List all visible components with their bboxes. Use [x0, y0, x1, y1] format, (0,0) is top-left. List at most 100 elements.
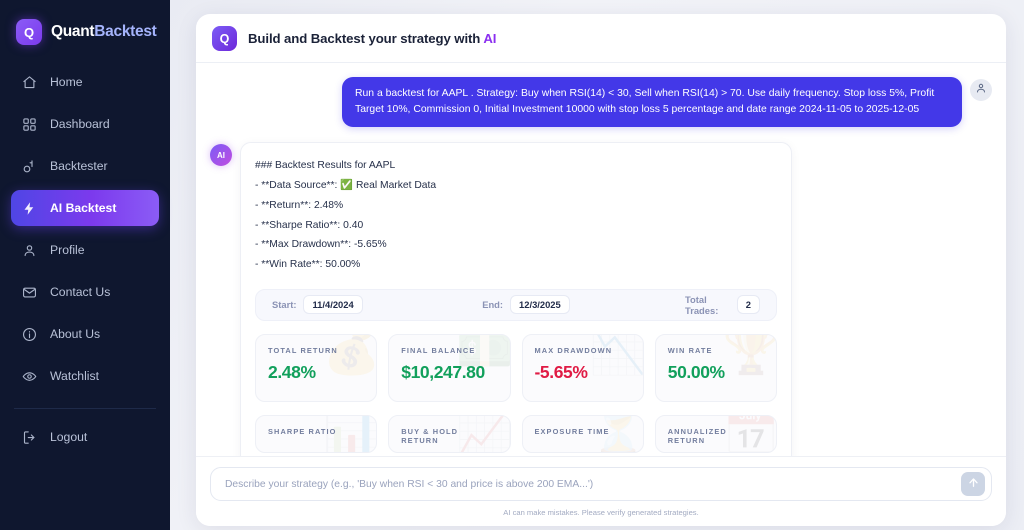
metric-card-buy-hold-return: 📈 BUY & HOLD RETURN	[388, 414, 511, 453]
info-icon	[21, 326, 37, 342]
sidebar-item-home[interactable]: Home	[11, 64, 159, 100]
ai-results-markdown: ### Backtest Results for AAPL - **Data S…	[255, 156, 777, 275]
strategy-input[interactable]	[225, 478, 961, 490]
brand-name: QuantBacktest	[51, 23, 157, 41]
start-date-label: Start:	[272, 299, 297, 311]
metric-label: MAX DRAWDOWN	[534, 345, 613, 355]
metric-label: WIN RATE	[667, 345, 713, 355]
flask-icon	[21, 158, 37, 174]
user-message-row: Run a backtest for AAPL . Strategy: Buy …	[210, 77, 992, 128]
avatar	[970, 79, 992, 101]
sidebar-item-label: Home	[50, 75, 83, 89]
backtest-meta-bar: Start: 11/4/2024 End: 12/3/2025 Total Tr…	[255, 288, 777, 321]
ai-line: ### Backtest Results for AAPL	[255, 160, 396, 172]
panel-header: Q Build and Backtest your strategy with …	[196, 14, 1006, 63]
total-trades-value: 2	[736, 295, 760, 315]
metric-label: BUY & HOLD RETURN	[401, 426, 459, 445]
metric-cards-row-1: 💰 TOTAL RETURN 2.48% 💵 FINAL BALANCE $10…	[255, 333, 777, 402]
total-trades-group: Total Trades: 2	[685, 294, 760, 316]
sidebar-item-ai-backtest[interactable]: AI Backtest	[11, 190, 159, 226]
brand-name-part1: Quant	[51, 23, 95, 40]
metric-value: 2.48%	[268, 361, 316, 382]
sidebar-item-about-us[interactable]: About Us	[11, 316, 159, 352]
page-title: Build and Backtest your strategy with AI	[248, 31, 496, 46]
disclaimer-text: AI can make mistakes. Please verify gene…	[503, 508, 699, 517]
composer: AI can make mistakes. Please verify gene…	[196, 456, 1006, 526]
sidebar-item-contact-us[interactable]: Contact Us	[11, 274, 159, 310]
ai-message-bubble: ### Backtest Results for AAPL - **Data S…	[240, 142, 792, 456]
total-trades-label: Total Trades:	[684, 293, 719, 316]
chat-scroll-area[interactable]: Run a backtest for AAPL . Strategy: Buy …	[196, 63, 1006, 456]
check-icon: ✅	[340, 180, 354, 192]
metric-card-sharpe-ratio: 📊 SHARPE RATIO	[255, 414, 378, 453]
main-content: Q Build and Backtest your strategy with …	[170, 0, 1024, 530]
end-date-group: End: 12/3/2025	[482, 295, 570, 315]
sidebar-item-profile[interactable]: Profile	[11, 232, 159, 268]
start-date-group: Start: 11/4/2024	[272, 295, 363, 315]
metric-value: 50.00%	[667, 361, 725, 382]
sidebar-item-label: AI Backtest	[50, 201, 117, 215]
metric-label: TOTAL RETURN	[268, 345, 338, 355]
sidebar-item-logout[interactable]: Logout	[11, 419, 159, 455]
chart-up-icon: 📈	[456, 414, 511, 453]
ai-line: - **Sharpe Ratio**: 0.40	[255, 219, 364, 231]
arrow-up-icon	[967, 476, 980, 492]
page-title-main: Build and Backtest your strategy with	[248, 31, 484, 46]
grid-icon	[21, 116, 37, 132]
metric-card-total-return: 💰 TOTAL RETURN 2.48%	[255, 333, 378, 402]
ai-line: - **Max Drawdown**: -5.65%	[255, 239, 387, 251]
sidebar-item-label: Contact Us	[50, 285, 111, 299]
metric-value: -5.65%	[534, 361, 588, 382]
metric-card-exposure-time: ⏳ EXPOSURE TIME	[521, 414, 644, 453]
brand-name-part2: Backtest	[94, 23, 157, 40]
metric-label: FINAL BALANCE	[401, 345, 476, 355]
ai-line: - **Data Source**: ✅ Real Market Data	[255, 180, 437, 192]
bar-chart-icon: 📊	[322, 414, 378, 453]
send-button[interactable]	[961, 472, 985, 496]
header-badge: Q	[212, 26, 237, 51]
ai-message-row: AI ### Backtest Results for AAPL - **Dat…	[210, 142, 992, 456]
ai-backtest-panel: Q Build and Backtest your strategy with …	[196, 14, 1006, 526]
sidebar-item-dashboard[interactable]: Dashboard	[11, 106, 159, 142]
user-icon	[21, 242, 37, 258]
sidebar-item-label: About Us	[50, 327, 101, 341]
sidebar-nav: Home Dashboard Backtester AI Backtest	[0, 64, 170, 461]
page-title-accent: AI	[483, 31, 497, 46]
sidebar-item-label: Backtester	[50, 159, 108, 173]
metric-card-win-rate: 🏆 WIN RATE 50.00%	[654, 333, 777, 402]
metric-cards-row-2: 📊 SHARPE RATIO 📈 BUY & HOLD RETURN ⏳ EXP…	[255, 414, 777, 453]
banknote-icon: 💵	[456, 333, 511, 376]
strategy-input-wrap[interactable]	[210, 467, 992, 501]
chart-down-icon: 📉	[589, 333, 644, 376]
sidebar-divider	[14, 408, 156, 409]
calendar-icon: 📅	[722, 414, 777, 453]
end-date-value: 12/3/2025	[510, 295, 570, 315]
sidebar-item-backtester[interactable]: Backtester	[11, 148, 159, 184]
sidebar-item-label: Dashboard	[50, 117, 110, 131]
mail-icon	[21, 284, 37, 300]
home-icon	[21, 74, 37, 90]
avatar: AI	[210, 144, 232, 167]
end-date-label: End:	[482, 299, 504, 311]
metric-card-max-drawdown: 📉 MAX DRAWDOWN -5.65%	[521, 333, 644, 402]
metric-label: EXPOSURE TIME	[534, 426, 610, 436]
money-bag-icon: 💰	[322, 333, 378, 376]
metric-label: ANNUALIZED RETURN	[667, 426, 727, 445]
eye-icon	[21, 368, 37, 384]
sidebar-item-label: Watchlist	[50, 369, 99, 383]
sidebar-item-watchlist[interactable]: Watchlist	[11, 358, 159, 394]
sidebar-item-label: Profile	[50, 243, 85, 257]
sidebar: Q QuantBacktest Home Dashboard	[0, 0, 170, 530]
hourglass-icon: ⏳	[589, 414, 644, 453]
brand-logo[interactable]: Q QuantBacktest	[0, 0, 170, 50]
ai-line: - **Return**: 2.48%	[255, 199, 344, 211]
bolt-icon	[21, 200, 37, 216]
user-message-bubble: Run a backtest for AAPL . Strategy: Buy …	[342, 77, 962, 128]
metric-card-final-balance: 💵 FINAL BALANCE $10,247.80	[388, 333, 511, 402]
metric-value: $10,247.80	[401, 361, 485, 382]
sidebar-item-label: Logout	[50, 430, 88, 444]
metric-card-annualized-return: 📅 ANNUALIZED RETURN	[654, 414, 777, 453]
brand-badge: Q	[16, 19, 42, 45]
metric-label: SHARPE RATIO	[268, 426, 337, 436]
